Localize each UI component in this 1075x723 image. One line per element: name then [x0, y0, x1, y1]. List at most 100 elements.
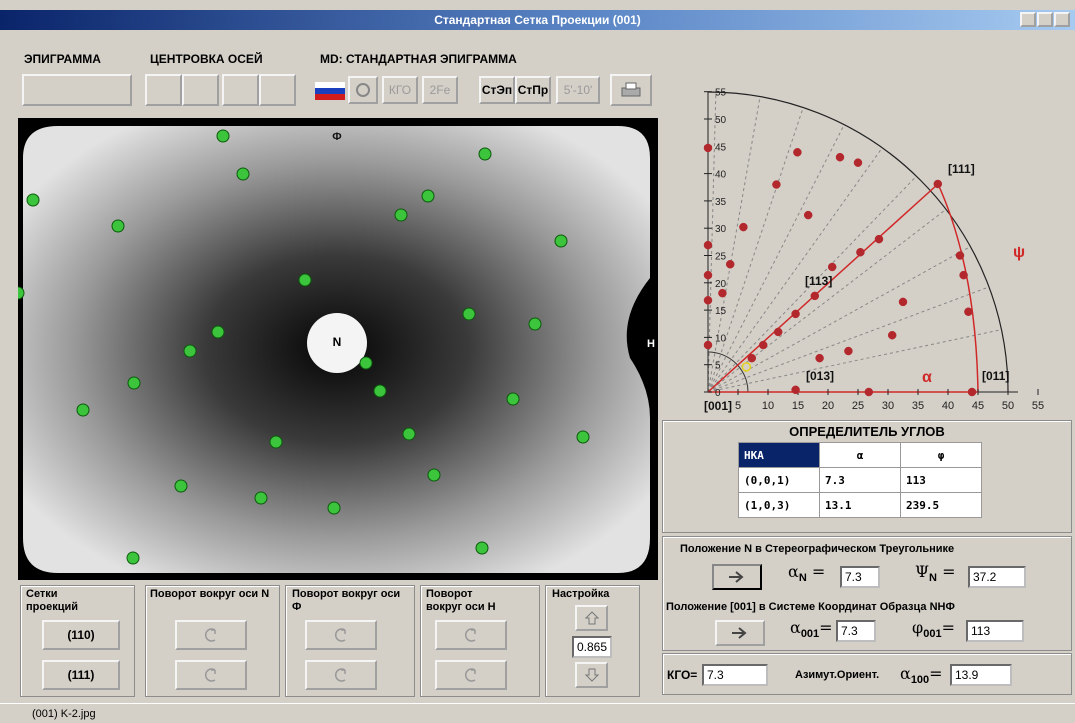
x-tick-label: 20: [822, 400, 834, 412]
alpha-input[interactable]: 7.3: [836, 620, 876, 642]
symbol-text: α: [900, 664, 911, 683]
center-button[interactable]: [222, 74, 259, 106]
icon-path: [206, 669, 215, 681]
x-tick-label: 50: [1002, 400, 1014, 412]
x-tick-label: 30: [882, 400, 894, 412]
diffraction-spot: [128, 377, 140, 389]
y-tick-label: 0: [715, 388, 721, 399]
center-button[interactable]: [182, 74, 219, 106]
apply-button[interactable]: [712, 564, 762, 590]
diffraction-spot: [112, 220, 124, 232]
pole-point: [792, 310, 800, 318]
print-button[interactable]: [610, 74, 652, 106]
toolbar-button[interactable]: 5'-10': [556, 76, 600, 104]
center-button[interactable]: [259, 74, 296, 106]
header-cell: φ: [901, 443, 982, 468]
icon: [584, 610, 600, 626]
pole-point: [816, 354, 824, 362]
y-tick-label: 5: [715, 361, 721, 372]
pole-point: [748, 354, 756, 362]
radial-line: [708, 287, 989, 392]
psi-input[interactable]: 37.2: [968, 566, 1026, 588]
diffraction-spot: [577, 431, 589, 443]
pole-point: [854, 159, 862, 167]
radial-line: [708, 330, 1001, 392]
symbol: ΨN =: [915, 562, 955, 584]
equals: =: [942, 562, 955, 581]
triangle-edge: [708, 184, 938, 392]
section-title: Положение [001] в Системе Координат Обра…: [666, 601, 955, 613]
toolbar-button[interactable]: 2Fe: [422, 76, 458, 104]
grid-button[interactable]: (110): [42, 620, 120, 650]
diffraction-spot: [374, 385, 386, 397]
diffraction-spot: [428, 469, 440, 481]
triangle-title: СТЕРЕОГРАФИЧЕСКИЙ ТРЕУГОЛЬНИК: [760, 50, 980, 84]
epigram-button[interactable]: [22, 74, 132, 106]
icon-path: [466, 669, 475, 681]
cell: 113: [901, 468, 982, 493]
up-button[interactable]: [575, 605, 608, 631]
table-row: (1,0,3) 13.1 239.5: [739, 493, 982, 518]
radial-line: [708, 97, 760, 392]
center-button[interactable]: [145, 74, 182, 106]
icon: [620, 81, 642, 99]
pole-point: [793, 148, 801, 156]
alpha-input[interactable]: 7.3: [840, 566, 880, 588]
radial-line: [708, 176, 916, 392]
close-button[interactable]: [1054, 12, 1070, 27]
y-tick-label: 55: [715, 88, 727, 99]
toolbar-button[interactable]: СтЭп: [479, 76, 515, 104]
rotate-button[interactable]: [435, 620, 507, 650]
kgo-input[interactable]: 7.3: [702, 664, 768, 686]
symbol-text: Ψ: [915, 562, 929, 581]
rotate-button[interactable]: [305, 620, 377, 650]
rotate-button[interactable]: [175, 660, 247, 690]
pole-point: [704, 341, 712, 349]
diffraction-spot: [127, 552, 139, 564]
diffraction-spot: [184, 345, 196, 357]
y-tick-label: 20: [715, 279, 727, 290]
symbol-text: α: [790, 618, 801, 637]
diffraction-spot: [422, 190, 434, 202]
pole-point: [888, 331, 896, 339]
rotate-button[interactable]: [435, 660, 507, 690]
equals: =: [819, 618, 832, 637]
x-tick-label: 40: [942, 400, 954, 412]
pole-point: [704, 296, 712, 304]
x-tick-label: 25: [852, 400, 864, 412]
down-button[interactable]: [575, 662, 608, 688]
tuning-input[interactable]: 0.865: [572, 636, 612, 658]
title-bar: Стандартная Сетка Проекции (001): [0, 10, 1075, 30]
rotate-button[interactable]: [305, 660, 377, 690]
radial-line: [708, 247, 970, 392]
icon: [584, 667, 600, 683]
maximize-button[interactable]: [1037, 12, 1053, 27]
equals: =: [942, 618, 955, 637]
diffraction-spot: [555, 235, 567, 247]
toolbar-button[interactable]: СтПр: [515, 76, 551, 104]
rotate-button[interactable]: [175, 620, 247, 650]
circle-button[interactable]: [348, 76, 378, 104]
radial-line: [708, 148, 882, 392]
pole-point: [865, 388, 873, 396]
pole-point: [844, 347, 852, 355]
radial-line: [708, 92, 716, 392]
flag-icon[interactable]: [315, 82, 345, 100]
pole-label: α: [922, 369, 932, 386]
group-label: Сетки проекций: [26, 588, 106, 614]
icon: [730, 626, 750, 640]
pole-point: [718, 289, 726, 297]
y-tick-label: 15: [715, 306, 727, 317]
icon: [355, 82, 371, 98]
diffraction-spot: [212, 326, 224, 338]
grid-button[interactable]: (111): [42, 660, 120, 690]
header-cell: HKA: [739, 443, 820, 468]
x-tick-label: 45: [972, 400, 984, 412]
pole-label: [013]: [806, 369, 834, 383]
azimuth-input[interactable]: 13.9: [950, 664, 1012, 686]
diffraction-spot: [77, 404, 89, 416]
apply-button[interactable]: [715, 620, 765, 646]
phi-input[interactable]: 113: [966, 620, 1024, 642]
toolbar-button[interactable]: КГО: [382, 76, 418, 104]
minimize-button[interactable]: [1020, 12, 1036, 27]
